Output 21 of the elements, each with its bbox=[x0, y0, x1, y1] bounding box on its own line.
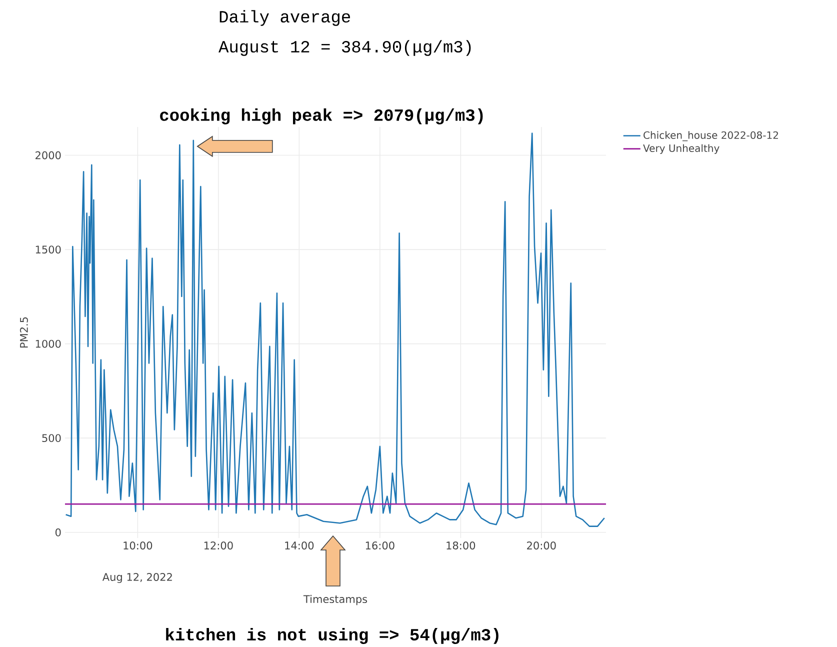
y-tick-label: 1000 bbox=[36, 340, 61, 348]
text: kitchen is not using => 54(μg/m3) bbox=[166, 628, 498, 644]
x-tick-label: 10:00 bbox=[124, 542, 152, 550]
text: Aug 12, 2022 bbox=[102, 573, 172, 583]
x-tick-label: 14:00 bbox=[285, 542, 314, 550]
x-tick-label: 12:00 bbox=[204, 542, 233, 550]
legend-label: Very Unhealthy bbox=[643, 144, 720, 154]
y-tick-label: 2000 bbox=[36, 151, 61, 160]
text: August 12 = 384.90(μg/m3) bbox=[218, 40, 471, 56]
y-axis-title: PM2.5 bbox=[20, 317, 28, 348]
x-tick-label: 16:00 bbox=[366, 542, 394, 550]
x-tick-label: 20:00 bbox=[527, 542, 556, 550]
y-tick-label: 0 bbox=[55, 528, 61, 536]
legend-label: Chicken_house 2022-08-12 bbox=[644, 131, 778, 142]
annotation: cooking high peak => 2079(μg/m3) bbox=[160, 108, 483, 124]
y-tick-label: 500 bbox=[42, 434, 61, 442]
line-series bbox=[65, 132, 606, 527]
x-axis-title: Timestamps bbox=[303, 594, 368, 606]
x-tick-label: 18:00 bbox=[446, 542, 476, 550]
y-tick-label: 1500 bbox=[36, 246, 61, 254]
text: Daily average bbox=[220, 10, 350, 26]
